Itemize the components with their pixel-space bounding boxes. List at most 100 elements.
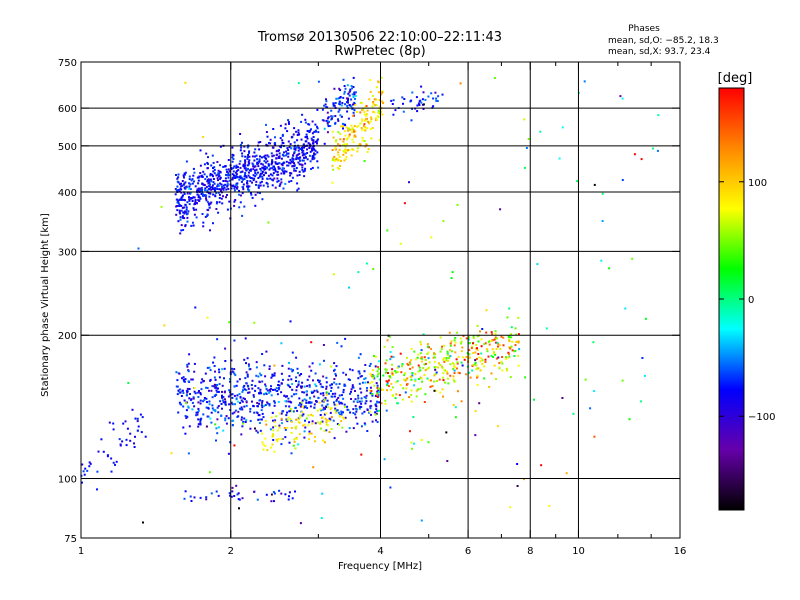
- echo-point: [402, 102, 404, 105]
- echo-point: [257, 165, 260, 168]
- echo-point: [325, 429, 328, 432]
- echo-point: [215, 208, 218, 210]
- echo-point: [621, 97, 624, 100]
- echo-point: [311, 166, 314, 169]
- echo-point: [181, 377, 183, 380]
- echo-point: [201, 213, 204, 215]
- echo-point: [237, 400, 240, 403]
- echo-point: [350, 388, 353, 391]
- echo-point: [434, 366, 437, 368]
- echo-point: [234, 403, 236, 406]
- echo-point: [294, 426, 297, 429]
- echo-point: [238, 498, 241, 501]
- echo-point: [502, 336, 505, 339]
- echo-point: [328, 392, 330, 395]
- echo-point: [185, 409, 188, 412]
- echo-point: [366, 430, 369, 432]
- echo-point: [253, 169, 256, 172]
- echo-point: [235, 484, 238, 487]
- echo-point: [316, 160, 319, 163]
- echo-point: [248, 365, 250, 368]
- echo-point: [282, 410, 285, 413]
- echo-point: [368, 365, 371, 367]
- echo-point: [286, 411, 288, 414]
- echo-point: [215, 192, 218, 194]
- echo-point: [245, 419, 248, 422]
- echo-point: [371, 393, 374, 395]
- echo-point: [419, 340, 422, 343]
- echo-point: [331, 117, 333, 120]
- echo-point: [337, 119, 340, 122]
- echo-point: [224, 180, 227, 182]
- echo-point: [506, 369, 509, 372]
- echo-point: [576, 180, 579, 183]
- echo-point: [256, 412, 259, 415]
- echo-point: [209, 417, 212, 420]
- echo-point: [199, 172, 202, 174]
- echo-point: [258, 160, 261, 163]
- echo-point: [224, 402, 227, 405]
- echo-point: [114, 463, 116, 466]
- echo-point: [221, 185, 223, 188]
- echo-point: [254, 148, 257, 151]
- echo-point: [276, 170, 279, 173]
- echo-point: [426, 377, 429, 380]
- echo-point: [394, 370, 397, 372]
- echo-point: [182, 378, 185, 381]
- echo-point: [375, 412, 378, 415]
- echo-point: [304, 152, 307, 155]
- echo-point: [410, 359, 412, 362]
- echo-point: [247, 167, 249, 170]
- echo-point: [456, 362, 459, 365]
- echo-point: [181, 389, 184, 392]
- echo-point: [474, 361, 477, 364]
- echo-point: [415, 358, 418, 361]
- echo-point: [182, 392, 185, 394]
- echo-point: [306, 148, 308, 151]
- echo-point: [292, 154, 294, 157]
- echo-point: [310, 432, 313, 435]
- echo-point: [378, 391, 381, 393]
- echo-point: [333, 378, 336, 380]
- echo-point: [185, 160, 188, 163]
- y-tick-label: 200: [58, 331, 77, 342]
- echo-point: [307, 142, 310, 145]
- echo-point: [389, 335, 391, 338]
- echo-point: [197, 196, 200, 199]
- echo-point: [365, 143, 368, 146]
- echo-point: [495, 348, 498, 350]
- echo-point: [276, 393, 279, 396]
- echo-point: [213, 168, 216, 171]
- echo-point: [319, 414, 322, 416]
- echo-point: [419, 369, 422, 372]
- echo-point: [592, 341, 595, 344]
- echo-point: [181, 216, 184, 219]
- echo-point: [469, 376, 472, 379]
- echo-point: [476, 384, 479, 386]
- echo-point: [319, 408, 322, 411]
- echo-point: [352, 76, 355, 79]
- echo-point: [311, 120, 314, 123]
- echo-point: [335, 365, 338, 368]
- echo-point: [343, 85, 346, 87]
- echo-point: [216, 384, 219, 386]
- echo-point: [252, 394, 255, 397]
- echo-point: [131, 408, 134, 411]
- echo-point: [210, 164, 213, 167]
- echo-point: [290, 420, 293, 423]
- echo-point: [322, 408, 325, 411]
- echo-point: [202, 413, 205, 416]
- echo-point: [261, 401, 264, 404]
- echo-point: [352, 408, 355, 411]
- echo-point: [326, 403, 329, 406]
- echo-point: [240, 406, 243, 409]
- echo-point: [254, 172, 257, 174]
- echo-point: [493, 364, 496, 367]
- echo-point: [265, 493, 268, 496]
- echo-point: [312, 466, 315, 469]
- echo-point: [243, 178, 246, 180]
- echo-point: [350, 390, 352, 393]
- echo-point: [281, 133, 284, 136]
- echo-point: [217, 173, 220, 176]
- echo-point: [260, 418, 263, 421]
